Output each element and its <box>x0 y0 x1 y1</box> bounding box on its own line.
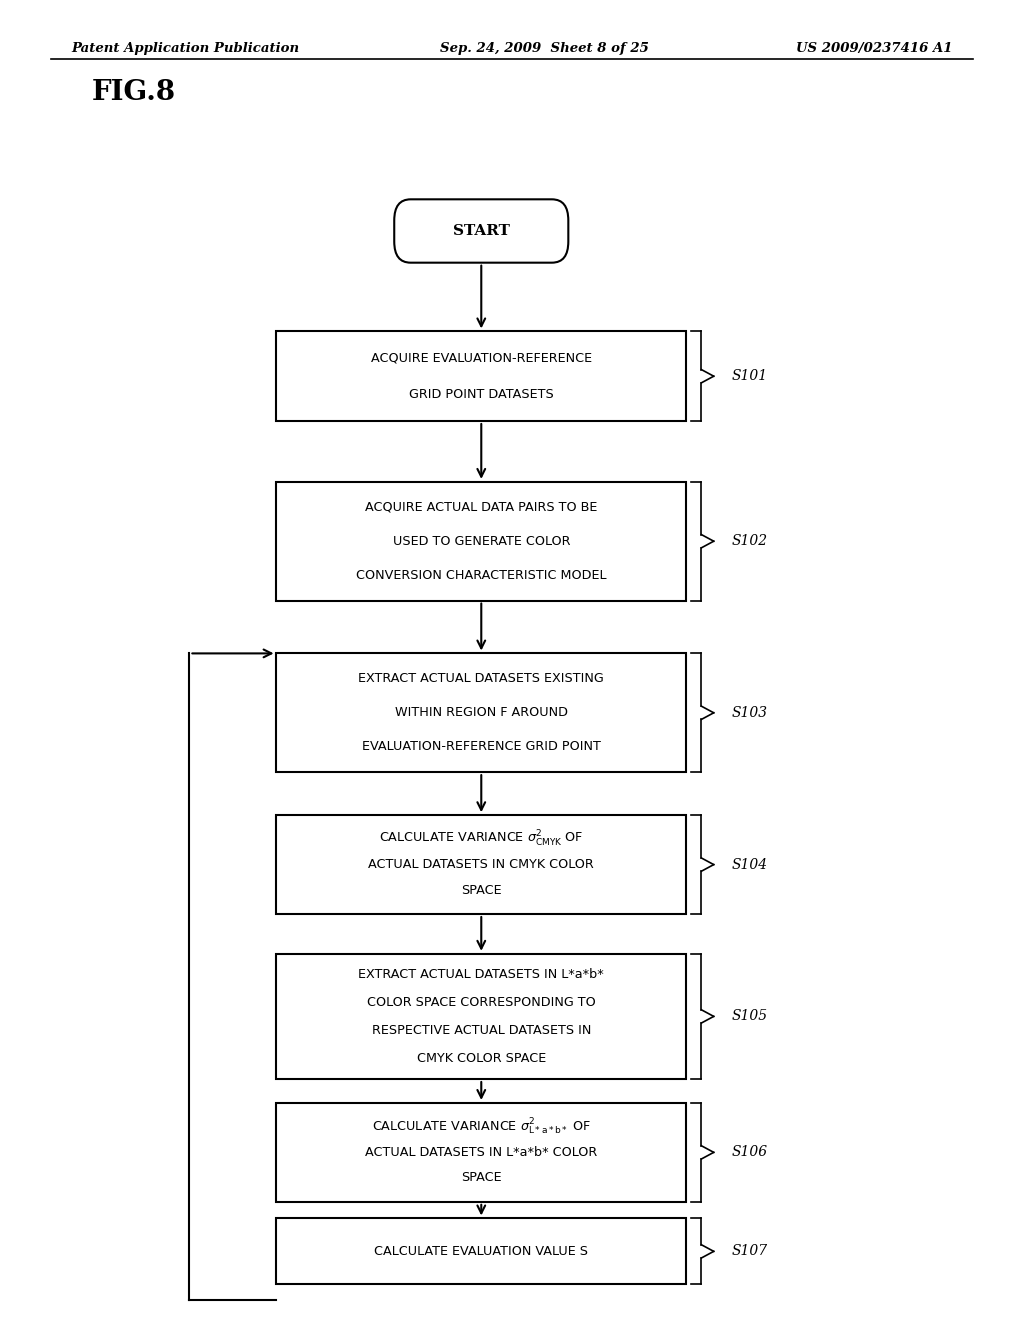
Text: CALCULATE EVALUATION VALUE S: CALCULATE EVALUATION VALUE S <box>375 1245 588 1258</box>
Text: CMYK COLOR SPACE: CMYK COLOR SPACE <box>417 1052 546 1065</box>
Text: Patent Application Publication: Patent Application Publication <box>72 42 300 55</box>
Text: S103: S103 <box>731 706 767 719</box>
Text: RESPECTIVE ACTUAL DATASETS IN: RESPECTIVE ACTUAL DATASETS IN <box>372 1024 591 1036</box>
Text: GRID POINT DATASETS: GRID POINT DATASETS <box>409 388 554 401</box>
Text: START: START <box>453 224 510 238</box>
Bar <box>276 1104 686 1201</box>
Text: WITHIN REGION F AROUND: WITHIN REGION F AROUND <box>395 706 567 719</box>
Text: EXTRACT ACTUAL DATASETS EXISTING: EXTRACT ACTUAL DATASETS EXISTING <box>358 672 604 685</box>
Text: S105: S105 <box>731 1010 767 1023</box>
Text: EXTRACT ACTUAL DATASETS IN L*a*b*: EXTRACT ACTUAL DATASETS IN L*a*b* <box>358 968 604 981</box>
Text: S107: S107 <box>731 1245 767 1258</box>
Bar <box>276 1218 686 1284</box>
Text: FIG.8: FIG.8 <box>92 79 176 106</box>
Text: EVALUATION-REFERENCE GRID POINT: EVALUATION-REFERENCE GRID POINT <box>361 741 601 754</box>
Bar <box>276 953 686 1080</box>
Text: SPACE: SPACE <box>461 1171 502 1184</box>
FancyBboxPatch shape <box>394 199 568 263</box>
Bar <box>276 653 686 772</box>
Text: ACQUIRE EVALUATION-REFERENCE: ACQUIRE EVALUATION-REFERENCE <box>371 351 592 364</box>
Text: CONVERSION CHARACTERISTIC MODEL: CONVERSION CHARACTERISTIC MODEL <box>356 569 606 582</box>
Text: SPACE: SPACE <box>461 883 502 896</box>
Text: ACTUAL DATASETS IN CMYK COLOR: ACTUAL DATASETS IN CMYK COLOR <box>369 858 594 871</box>
Bar <box>276 331 686 421</box>
Text: US 2009/0237416 A1: US 2009/0237416 A1 <box>796 42 952 55</box>
Text: ACQUIRE ACTUAL DATA PAIRS TO BE: ACQUIRE ACTUAL DATA PAIRS TO BE <box>366 500 597 513</box>
Text: S102: S102 <box>731 535 767 548</box>
Text: S104: S104 <box>731 858 767 871</box>
Text: USED TO GENERATE COLOR: USED TO GENERATE COLOR <box>392 535 570 548</box>
Text: CALCULATE VARIANCE $\sigma^2_{\mathregular{CMYK}}$ OF: CALCULATE VARIANCE $\sigma^2_{\mathregul… <box>379 829 584 849</box>
Bar <box>276 482 686 601</box>
Text: S101: S101 <box>731 370 767 383</box>
Text: ACTUAL DATASETS IN L*a*b* COLOR: ACTUAL DATASETS IN L*a*b* COLOR <box>366 1146 597 1159</box>
Text: CALCULATE VARIANCE $\sigma^2_{\mathregular{L*a*b*}}$ OF: CALCULATE VARIANCE $\sigma^2_{\mathregul… <box>372 1117 591 1137</box>
Bar <box>276 814 686 913</box>
Text: Sep. 24, 2009  Sheet 8 of 25: Sep. 24, 2009 Sheet 8 of 25 <box>440 42 649 55</box>
Text: COLOR SPACE CORRESPONDING TO: COLOR SPACE CORRESPONDING TO <box>367 997 596 1008</box>
Text: S106: S106 <box>731 1146 767 1159</box>
